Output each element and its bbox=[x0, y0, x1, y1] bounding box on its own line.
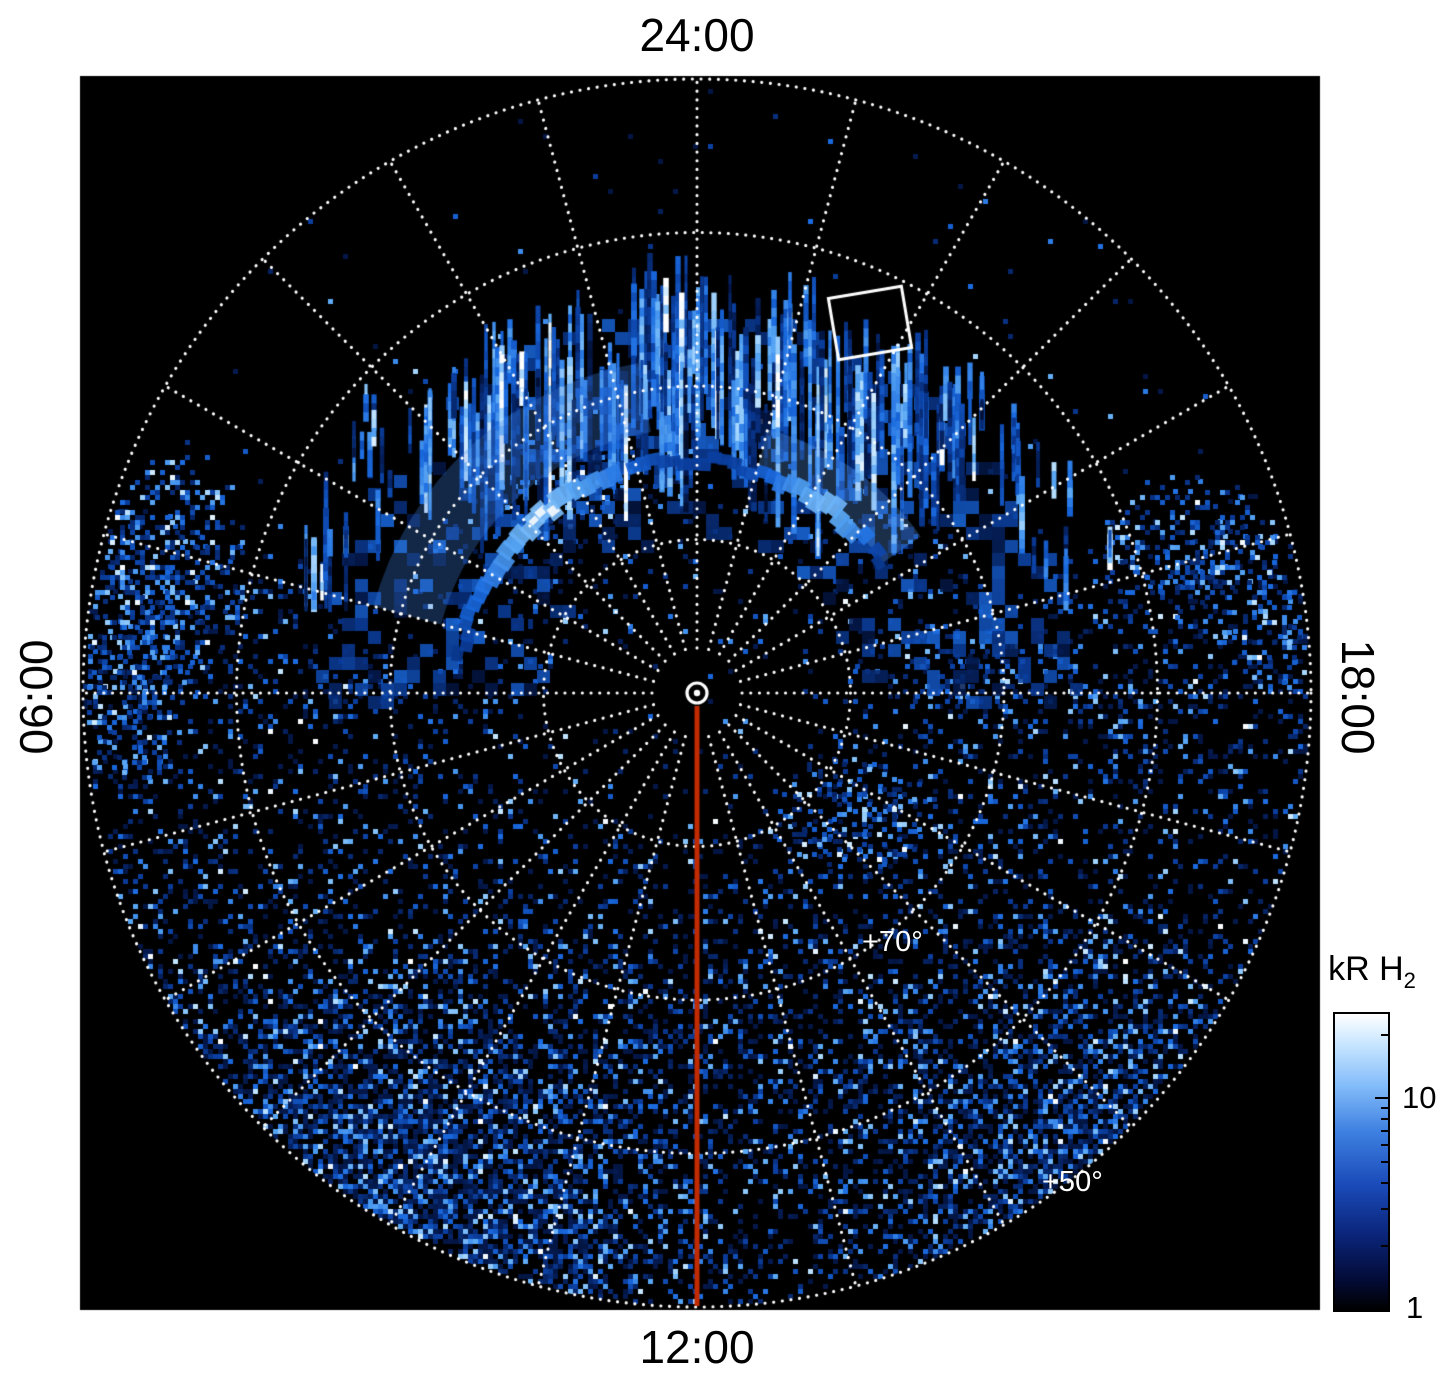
colorbar bbox=[1333, 1012, 1390, 1312]
colorbar-tick-mark bbox=[1381, 1117, 1388, 1120]
colorbar-title-main: kR H bbox=[1328, 950, 1404, 988]
colorbar-tick-label-10: 10 bbox=[1402, 1080, 1437, 1115]
colorbar-tick-mark bbox=[1381, 1106, 1388, 1109]
latitude-ring-label-70: +70° bbox=[862, 926, 923, 958]
colorbar-tick-mark bbox=[1381, 1033, 1388, 1036]
colorbar-tick-mark bbox=[1381, 1181, 1388, 1184]
colorbar-tick-mark bbox=[1381, 1161, 1388, 1163]
local-time-label-1800: 18:00 bbox=[1332, 639, 1384, 755]
colorbar-title: kR H2 bbox=[1328, 950, 1416, 994]
colorbar-tick-mark bbox=[1375, 1308, 1388, 1310]
colorbar-tick-mark bbox=[1381, 1207, 1388, 1210]
colorbar-tick-mark bbox=[1381, 1130, 1388, 1133]
local-time-label-1200: 12:00 bbox=[639, 1321, 755, 1373]
latitude-ring-label-50: +50° bbox=[1042, 1166, 1103, 1198]
colorbar-tick-label-1: 1 bbox=[1406, 1290, 1424, 1325]
colorbar-tick-mark bbox=[1381, 1245, 1388, 1248]
colorbar-title-subscript: 2 bbox=[1403, 967, 1416, 993]
local-time-label-2400: 24:00 bbox=[639, 9, 755, 61]
local-time-label-0600: 06:00 bbox=[10, 639, 62, 755]
colorbar-tick-mark bbox=[1381, 1144, 1388, 1147]
colorbar-tick-mark bbox=[1375, 1097, 1388, 1100]
